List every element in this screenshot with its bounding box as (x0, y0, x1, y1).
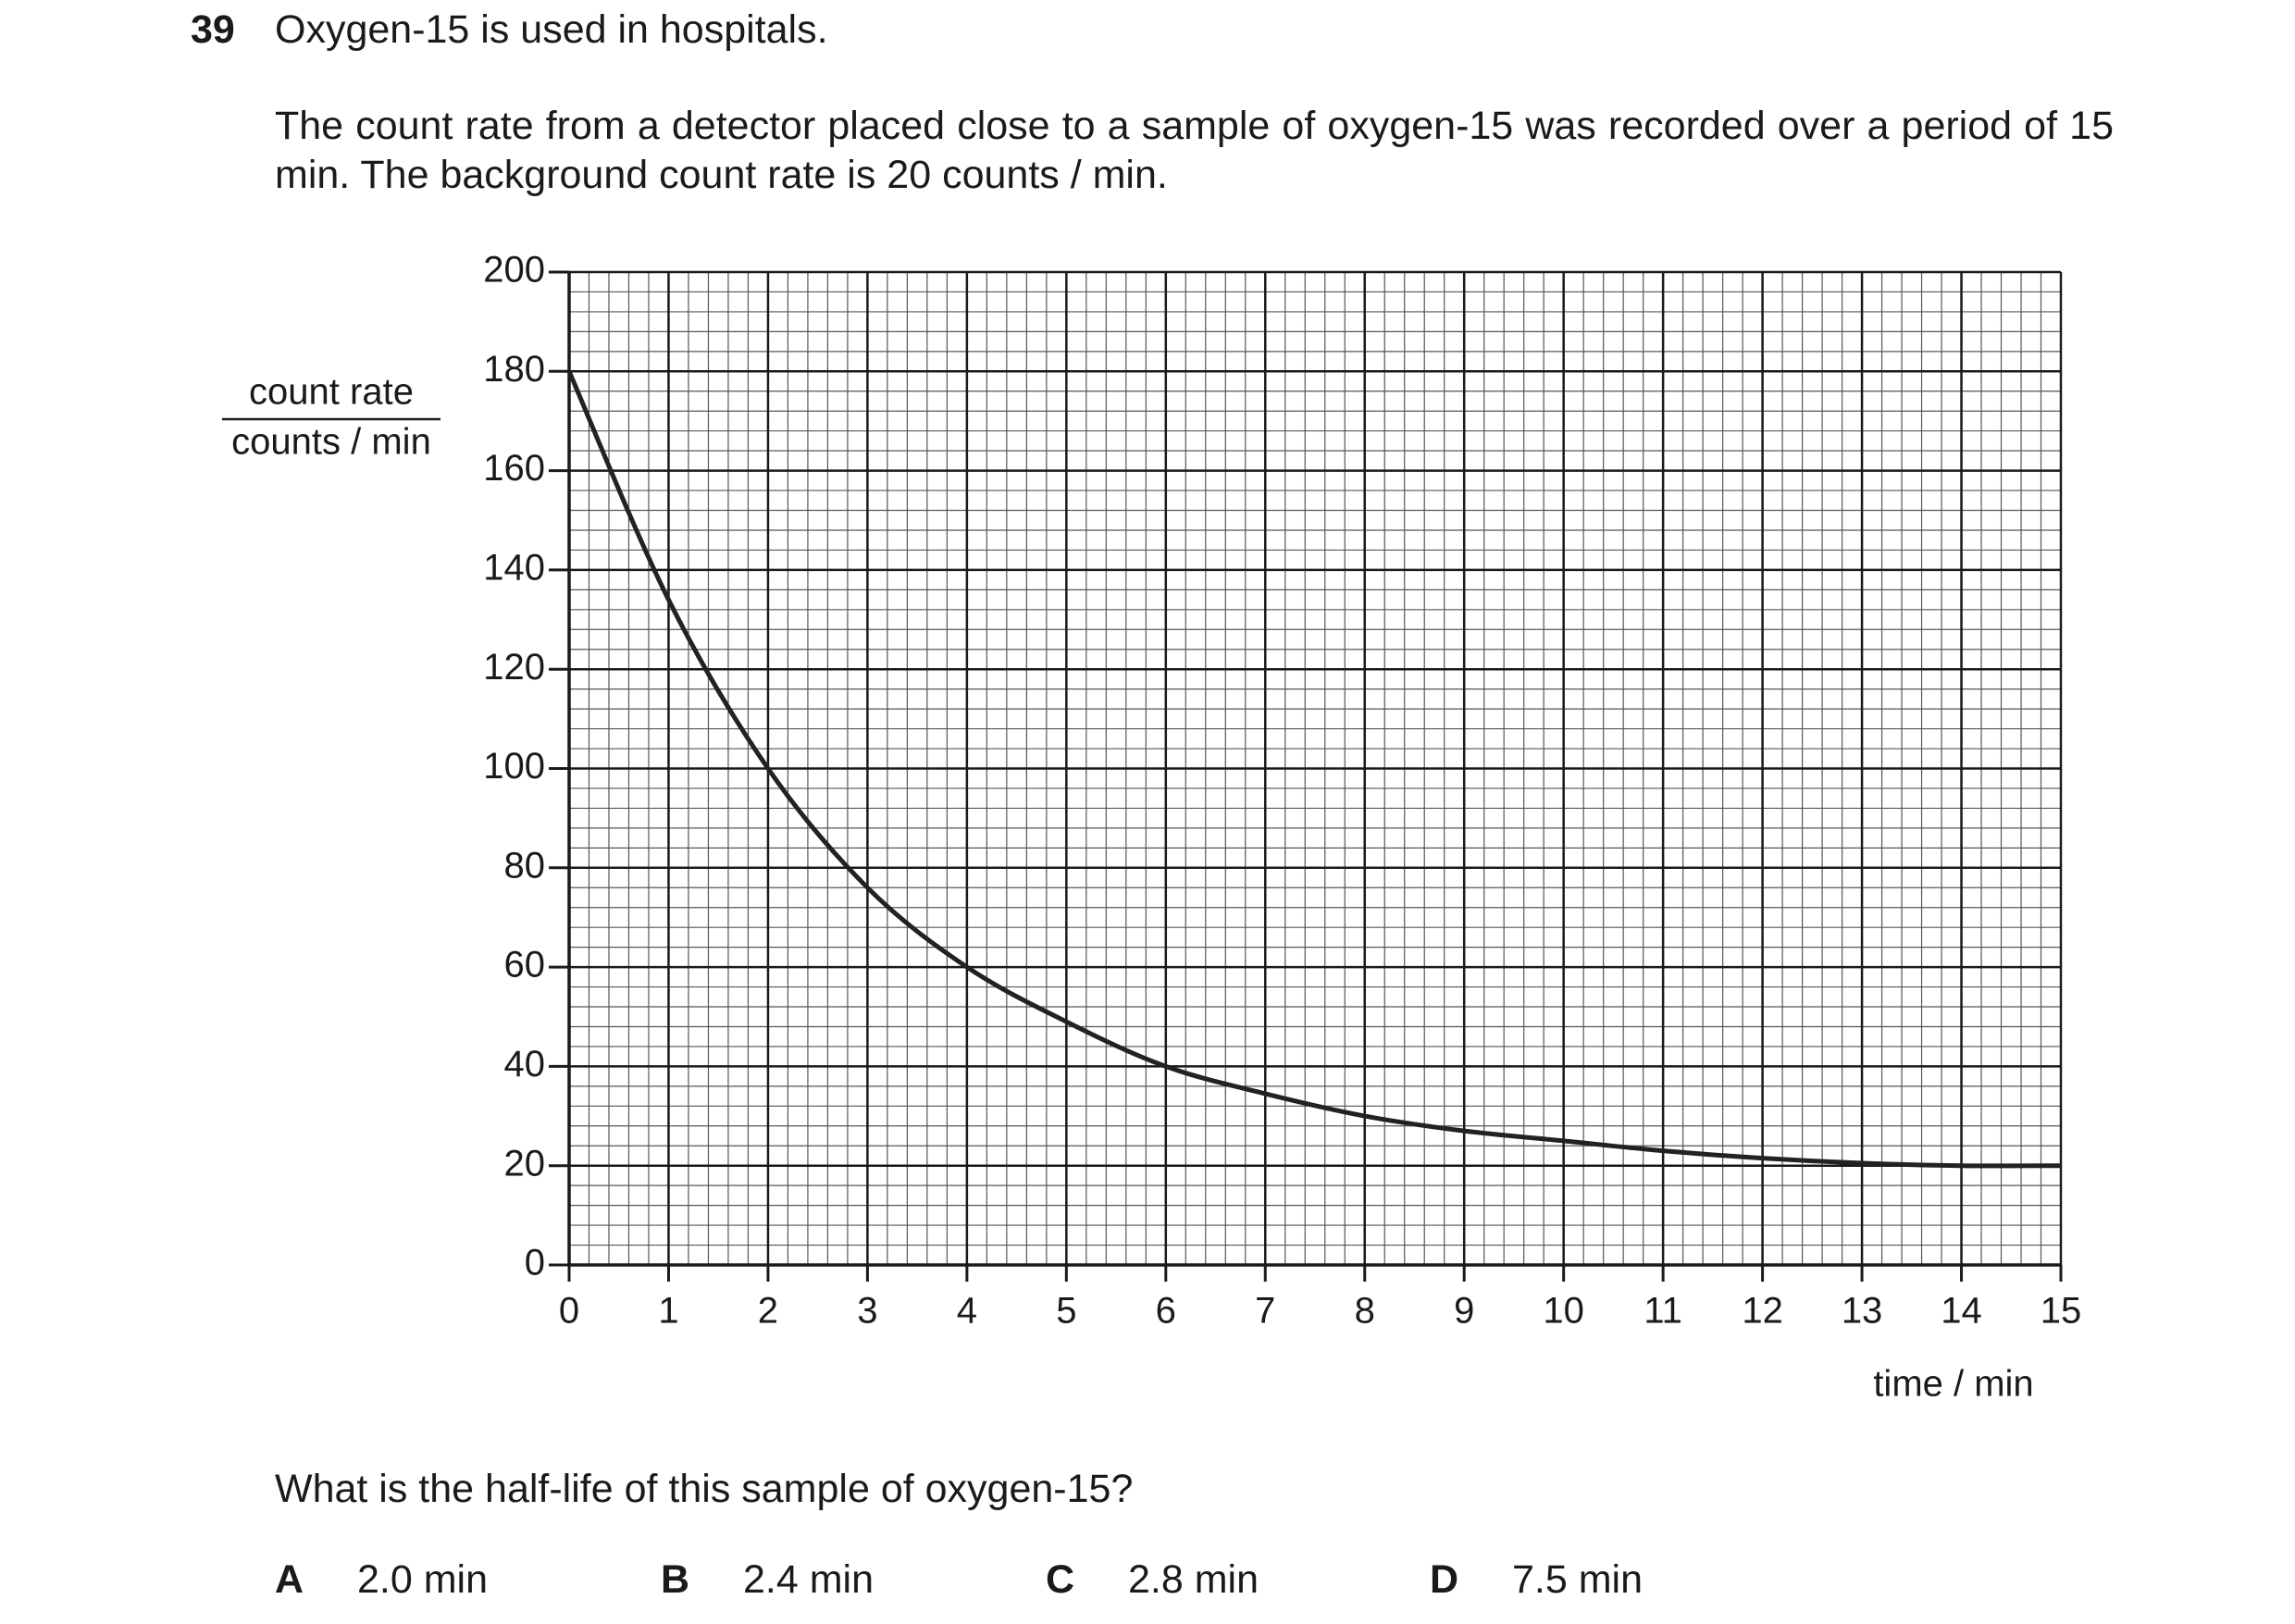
question-prompt: What is the half-life of this sample of … (275, 1467, 1134, 1511)
question-number: 39 (191, 7, 235, 52)
x-tick-label: 8 (1355, 1291, 1375, 1332)
y-tick-label: 40 (504, 1044, 546, 1085)
x-tick-label: 12 (1742, 1291, 1783, 1332)
y-tick-label: 180 (483, 349, 545, 390)
option-text: 7.5 min (1512, 1557, 1644, 1602)
y-tick-label: 0 (525, 1243, 545, 1283)
x-tick-label: 13 (1842, 1291, 1883, 1332)
x-tick-label: 7 (1255, 1291, 1275, 1332)
x-tick-label: 4 (957, 1291, 977, 1332)
x-tick-label: 15 (2041, 1291, 2082, 1332)
y-label-unit: counts / min (231, 422, 431, 463)
x-tick-label: 10 (1543, 1291, 1584, 1332)
y-tick-label: 120 (483, 647, 545, 688)
x-tick-label: 0 (559, 1291, 579, 1332)
x-tick-label: 6 (1156, 1291, 1176, 1332)
option-letter: C (1046, 1557, 1075, 1602)
x-tick-label: 5 (1056, 1291, 1076, 1332)
x-label: time / min (1873, 1364, 2033, 1405)
option-letter: D (1430, 1557, 1459, 1602)
curve (566, 370, 2062, 1169)
y-label-quantity: count rate (249, 372, 414, 413)
question-text: The count rate from a detector placed cl… (275, 104, 2114, 197)
option-letter: A (275, 1557, 304, 1602)
y-tick-label: 20 (504, 1143, 546, 1184)
option-text: 2.4 min (743, 1557, 875, 1602)
option-letter: B (661, 1557, 690, 1602)
y-tick-label: 80 (504, 845, 546, 886)
question-title: Oxygen-15 is used in hospitals. (275, 7, 828, 52)
option-text: 2.0 min (357, 1557, 489, 1602)
y-tick-label: 200 (483, 250, 545, 291)
y-tick-label: 140 (483, 547, 545, 588)
y-tick-label: 160 (483, 448, 545, 489)
x-tick-label: 2 (758, 1291, 778, 1332)
x-tick-label: 11 (1644, 1291, 1682, 1332)
x-tick-label: 14 (1941, 1291, 1982, 1332)
y-tick-label: 100 (483, 746, 545, 787)
x-tick-label: 3 (857, 1291, 877, 1332)
x-tick-label: 9 (1454, 1291, 1474, 1332)
option-text: 2.8 min (1128, 1557, 1259, 1602)
x-tick-label: 1 (658, 1291, 678, 1332)
y-tick-label: 60 (504, 945, 546, 986)
